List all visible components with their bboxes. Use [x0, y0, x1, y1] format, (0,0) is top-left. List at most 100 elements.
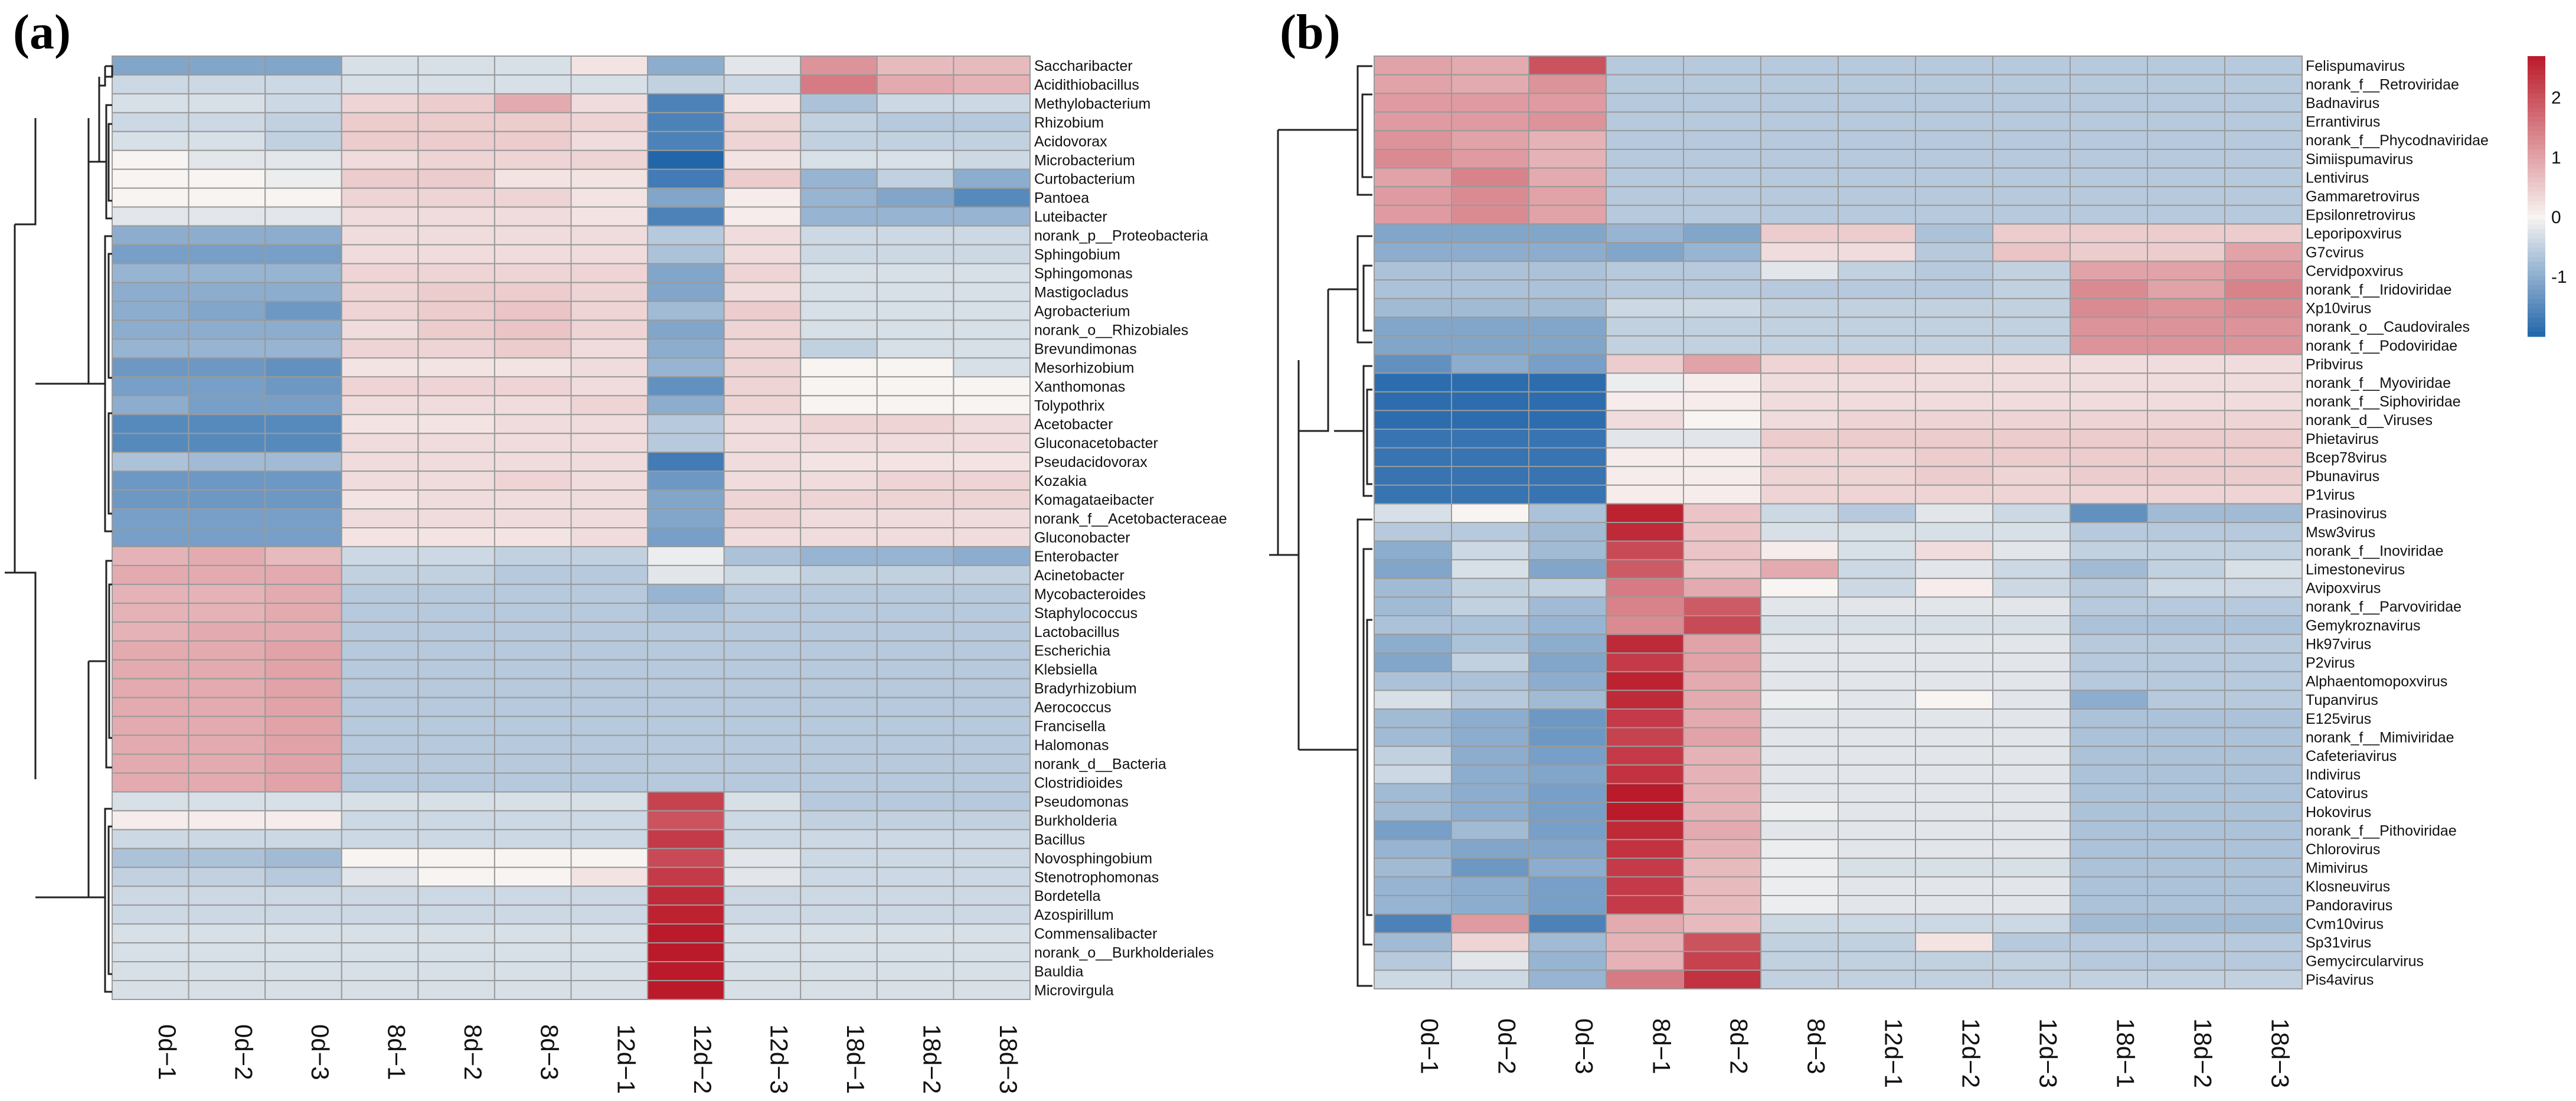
heatmap-a-cell	[188, 734, 266, 755]
heatmap-a-cell	[112, 376, 189, 397]
heatmap-a-cell	[188, 772, 266, 793]
heatmap-b-cell	[1992, 764, 2071, 785]
heatmap-a-row-label: Saccharibacter	[1034, 58, 1133, 74]
heatmap-b-cell	[1992, 93, 2071, 113]
heatmap-b-cell	[1992, 876, 2071, 897]
heatmap-a-cell	[493, 980, 572, 1001]
heatmap-b-cell	[2224, 130, 2303, 150]
heatmap-b-cell	[2147, 932, 2225, 952]
heatmap-b-cell	[1683, 932, 1761, 952]
heatmap-b-cell	[1606, 708, 1684, 728]
heatmap-b-cell	[1528, 316, 1607, 337]
heatmap-a-cell	[647, 225, 725, 246]
heatmap-a-cell	[341, 130, 419, 151]
heatmap-b-cell	[2147, 242, 2225, 262]
heatmap-a-cell	[647, 149, 725, 170]
heatmap-b-cell	[1451, 802, 1529, 822]
heatmap-b-cell	[1606, 354, 1684, 374]
heatmap-a-cell	[953, 753, 1031, 774]
heatmap-b-cell	[1683, 429, 1761, 449]
heatmap-a-cell	[493, 168, 572, 189]
heatmap-b-cell	[1760, 913, 1839, 934]
heatmap-a-cell	[570, 527, 649, 547]
heatmap-a-cell	[264, 300, 342, 321]
colorbar-segment	[2528, 164, 2545, 169]
heatmap-b-cell	[1528, 727, 1607, 747]
heatmap-b-cell	[1606, 391, 1684, 411]
heatmap-a-cell	[341, 414, 419, 434]
heatmap-b-cell	[1915, 391, 1993, 411]
heatmap-b-cell	[1451, 204, 1529, 225]
heatmap-a-cell	[647, 867, 725, 887]
heatmap-a-cell	[417, 791, 495, 812]
heatmap-b-cell	[1915, 969, 1993, 990]
heatmap-a-cell	[417, 545, 495, 566]
heatmap-a-cell	[800, 55, 878, 76]
heatmap-b-cell	[1374, 186, 1452, 206]
heatmap-a-cell	[647, 395, 725, 416]
heatmap-b-cell	[2147, 857, 2225, 878]
heatmap-a-cell	[800, 923, 878, 944]
heatmap-b-cell	[2070, 950, 2148, 971]
heatmap-b-cell	[1760, 279, 1839, 299]
heatmap-b-row-label: Chlorovirus	[2306, 841, 2380, 858]
heatmap-b-row-label: Tupanvirus	[2306, 692, 2378, 708]
heatmap-b-cell	[1760, 503, 1839, 524]
heatmap-a-cell	[570, 810, 649, 831]
heatmap-a: Saccharibacter Acidithiobacillus Methyloba…	[112, 55, 1227, 1094]
heatmap-a-cell	[188, 263, 266, 283]
heatmap-b-cell	[1528, 130, 1607, 150]
heatmap-b-cell	[2070, 559, 2148, 579]
heatmap-b-cell	[1451, 391, 1529, 411]
heatmap-a-cell	[112, 206, 189, 227]
heatmap-a-cell	[417, 471, 495, 491]
heatmap-a-cell	[723, 433, 802, 453]
heatmap-b-cell	[1760, 652, 1839, 672]
heatmap-a-cell	[417, 206, 495, 227]
heatmap-a-cell	[264, 791, 342, 812]
heatmap-b-cell	[1838, 820, 1916, 841]
heatmap-b-row-label: Badnavirus	[2306, 95, 2379, 112]
heatmap-a-cell	[493, 640, 572, 661]
heatmap-b-cell	[2070, 802, 2148, 822]
heatmap-a-cell	[417, 904, 495, 925]
heatmap-a-cell	[417, 697, 495, 717]
heatmap-a-cell	[570, 583, 649, 604]
heatmap-b-cell	[1838, 615, 1916, 635]
heatmap-b-cell	[1451, 690, 1529, 710]
heatmap-a-cell	[341, 168, 419, 189]
heatmap-b-cell	[1683, 820, 1761, 841]
heatmap-a-cell	[493, 867, 572, 887]
heatmap-b-cell	[1760, 111, 1839, 132]
heatmap-b-cell	[2224, 783, 2303, 803]
heatmap-a-cell	[800, 168, 878, 189]
heatmap-b-cell	[2070, 373, 2148, 393]
heatmap-b-cell	[1606, 186, 1684, 206]
heatmap-b-cell	[2070, 316, 2148, 337]
heatmap-b-row-label: Avipoxvirus	[2306, 580, 2381, 597]
heatmap-a-cell	[112, 583, 189, 604]
heatmap-a-cell	[264, 187, 342, 208]
heatmap-a-cell	[876, 867, 954, 887]
heatmap-b-cell	[1451, 522, 1529, 542]
heatmap-a-cell	[341, 621, 419, 642]
heatmap-a-cell	[112, 508, 189, 528]
heatmap-b-cell	[2147, 876, 2225, 897]
heatmap-b-cell	[2224, 690, 2303, 710]
heatmap-a-cell	[800, 225, 878, 246]
heatmap-a-row-label: Microbacterium	[1034, 152, 1135, 169]
heatmap-a-cell	[647, 527, 725, 547]
heatmap-a-cell	[188, 319, 266, 340]
heatmap-a-cell	[112, 678, 189, 698]
heatmap-b-cell	[1528, 149, 1607, 169]
heatmap-a-cell	[647, 640, 725, 661]
heatmap-a-cell	[341, 527, 419, 547]
heatmap-b-row-label: Cafeteriavirus	[2306, 748, 2397, 765]
heatmap-a-row-label: Bacillus	[1034, 831, 1085, 848]
heatmap-b-cell	[1992, 484, 2071, 505]
heatmap-b-cell	[1760, 335, 1839, 355]
heatmap-a-cell	[112, 187, 189, 208]
heatmap-b-row-label: Errantivirus	[2306, 114, 2380, 130]
heatmap-a-cell	[876, 395, 954, 416]
heatmap-b-cell	[1528, 466, 1607, 486]
